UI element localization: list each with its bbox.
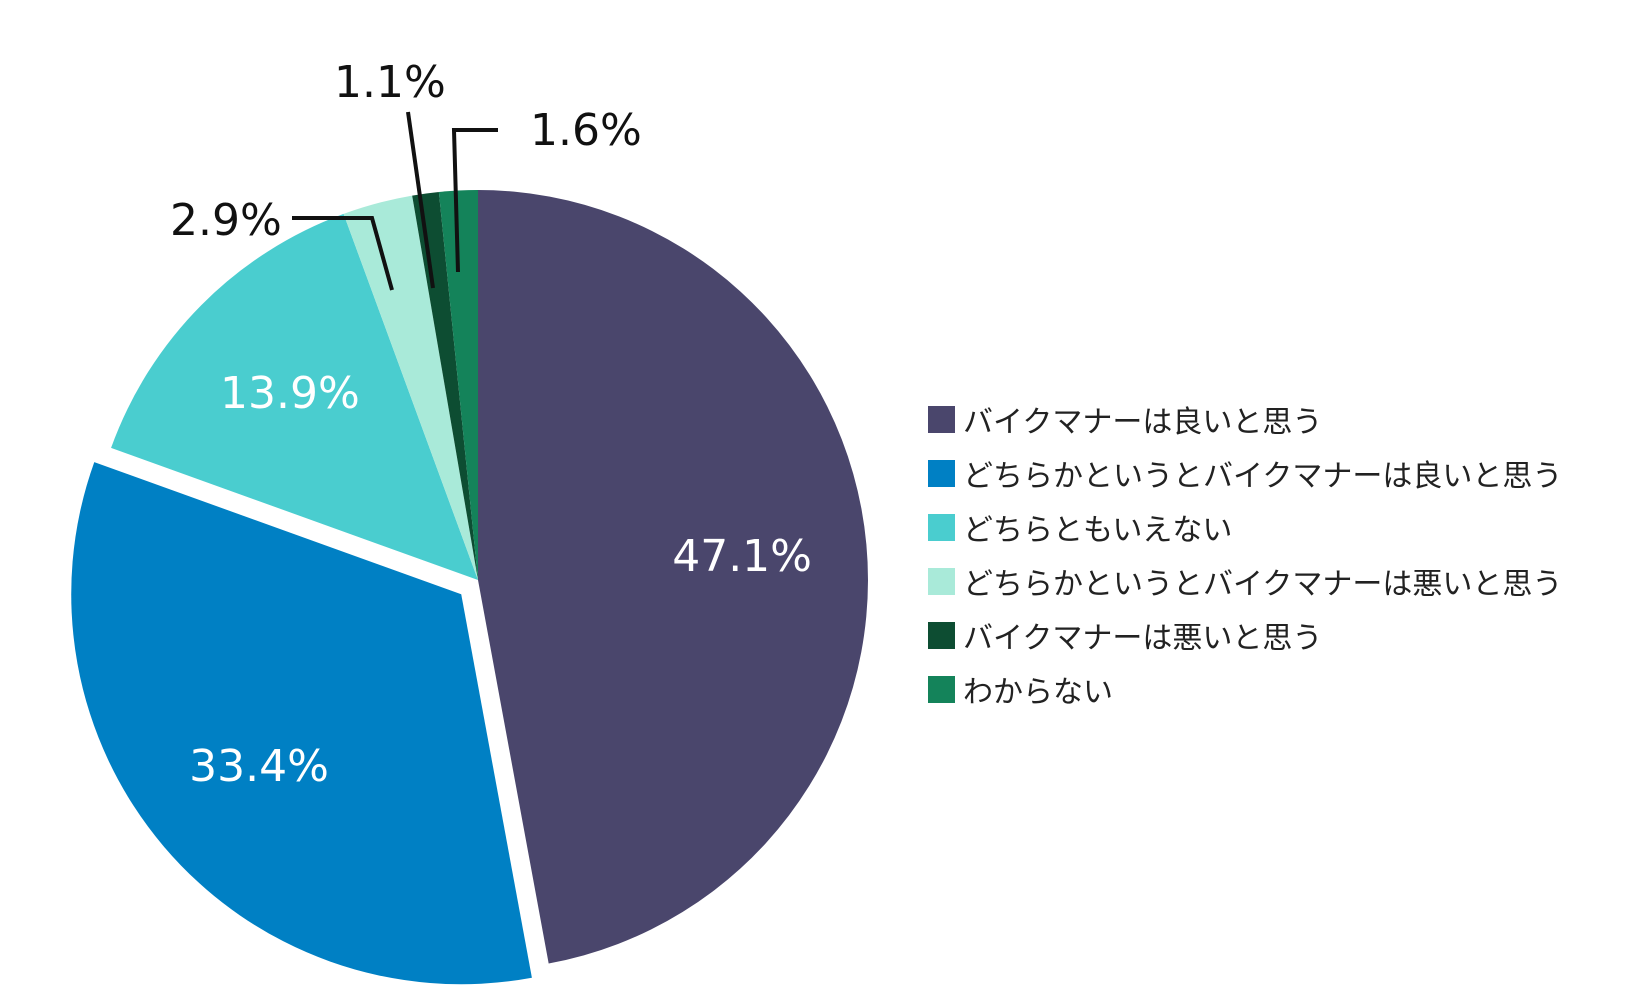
slice-label-4: 2.9% xyxy=(170,195,282,246)
pie-slice-1 xyxy=(478,190,868,964)
legend-label: バイクマナーは良いと思う xyxy=(963,405,1323,440)
legend-swatch xyxy=(928,513,955,541)
legend-label: どちらかというとバイクマナーは良いと思う xyxy=(963,459,1563,494)
legend-label: どちらともいえない xyxy=(963,513,1233,548)
leader-lines xyxy=(292,111,498,291)
pie-slice-3 xyxy=(111,213,478,580)
legend-item: バイクマナーは良いと思う xyxy=(928,392,1562,446)
legend-item: どちらともいえない xyxy=(928,500,1562,554)
slice-label-3: 13.9% xyxy=(220,368,360,419)
legend-swatch xyxy=(928,459,955,487)
pie-slice-4 xyxy=(343,195,478,580)
legend-swatch xyxy=(928,567,955,595)
legend-label: わからない xyxy=(963,675,1113,710)
pie-slices xyxy=(71,190,868,985)
legend-item: どちらかというとバイクマナーは良いと思う xyxy=(928,446,1562,500)
legend-item: わからない xyxy=(928,662,1562,716)
slice-label-5: 1.1% xyxy=(334,57,446,108)
pie-slice-6 xyxy=(438,190,478,580)
legend-item: どちらかというとバイクマナーは悪いと思う xyxy=(928,554,1562,608)
pie-slice-5 xyxy=(412,191,478,580)
slice-label-6: 1.6% xyxy=(530,105,642,156)
legend-label: バイクマナーは悪いと思う xyxy=(963,621,1323,656)
legend-item: バイクマナーは悪いと思う xyxy=(928,608,1562,662)
slice-label-2: 33.4% xyxy=(189,741,329,792)
pie-slice-2 xyxy=(71,462,532,985)
legend-swatch xyxy=(928,405,955,433)
leader-line-4 xyxy=(292,216,394,291)
legend-swatch xyxy=(928,675,955,703)
leader-line-6 xyxy=(451,128,498,273)
leader-line-5 xyxy=(406,111,435,289)
slice-label-1: 47.1% xyxy=(672,531,812,582)
slice-labels: 47.1% 33.4% 13.9% 2.9% 1.1% 1.6% xyxy=(170,57,812,792)
legend: バイクマナーは良いと思うどちらかというとバイクマナーは良いと思う どちらともいえな… xyxy=(928,392,1562,716)
legend-label: どちらかというとバイクマナーは悪いと思う xyxy=(963,567,1563,602)
legend-swatch xyxy=(928,621,955,649)
